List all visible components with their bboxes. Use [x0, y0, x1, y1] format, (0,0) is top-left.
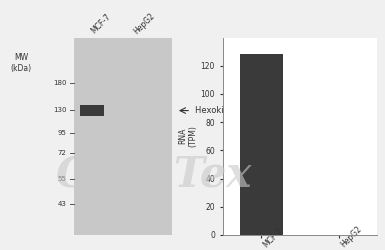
Text: 72: 72	[57, 150, 66, 156]
Text: MCF-7: MCF-7	[89, 12, 112, 36]
Text: GeneTex: GeneTex	[56, 154, 252, 196]
Text: Hexokinase 1: Hexokinase 1	[195, 106, 251, 115]
Text: 43: 43	[57, 202, 66, 207]
Text: MW
(kDa): MW (kDa)	[10, 53, 32, 73]
Bar	[74, 38, 172, 235]
Text: 180: 180	[53, 80, 66, 86]
Text: 95: 95	[57, 130, 66, 136]
Text: 55: 55	[58, 176, 66, 182]
Bar	[80, 106, 104, 116]
Y-axis label: RNA
(TPM): RNA (TPM)	[178, 125, 198, 147]
Text: 130: 130	[53, 106, 66, 112]
Bar	[240, 54, 283, 235]
Text: HepG2: HepG2	[131, 11, 156, 36]
